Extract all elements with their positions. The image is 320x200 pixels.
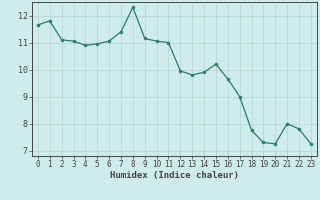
X-axis label: Humidex (Indice chaleur): Humidex (Indice chaleur) bbox=[110, 171, 239, 180]
